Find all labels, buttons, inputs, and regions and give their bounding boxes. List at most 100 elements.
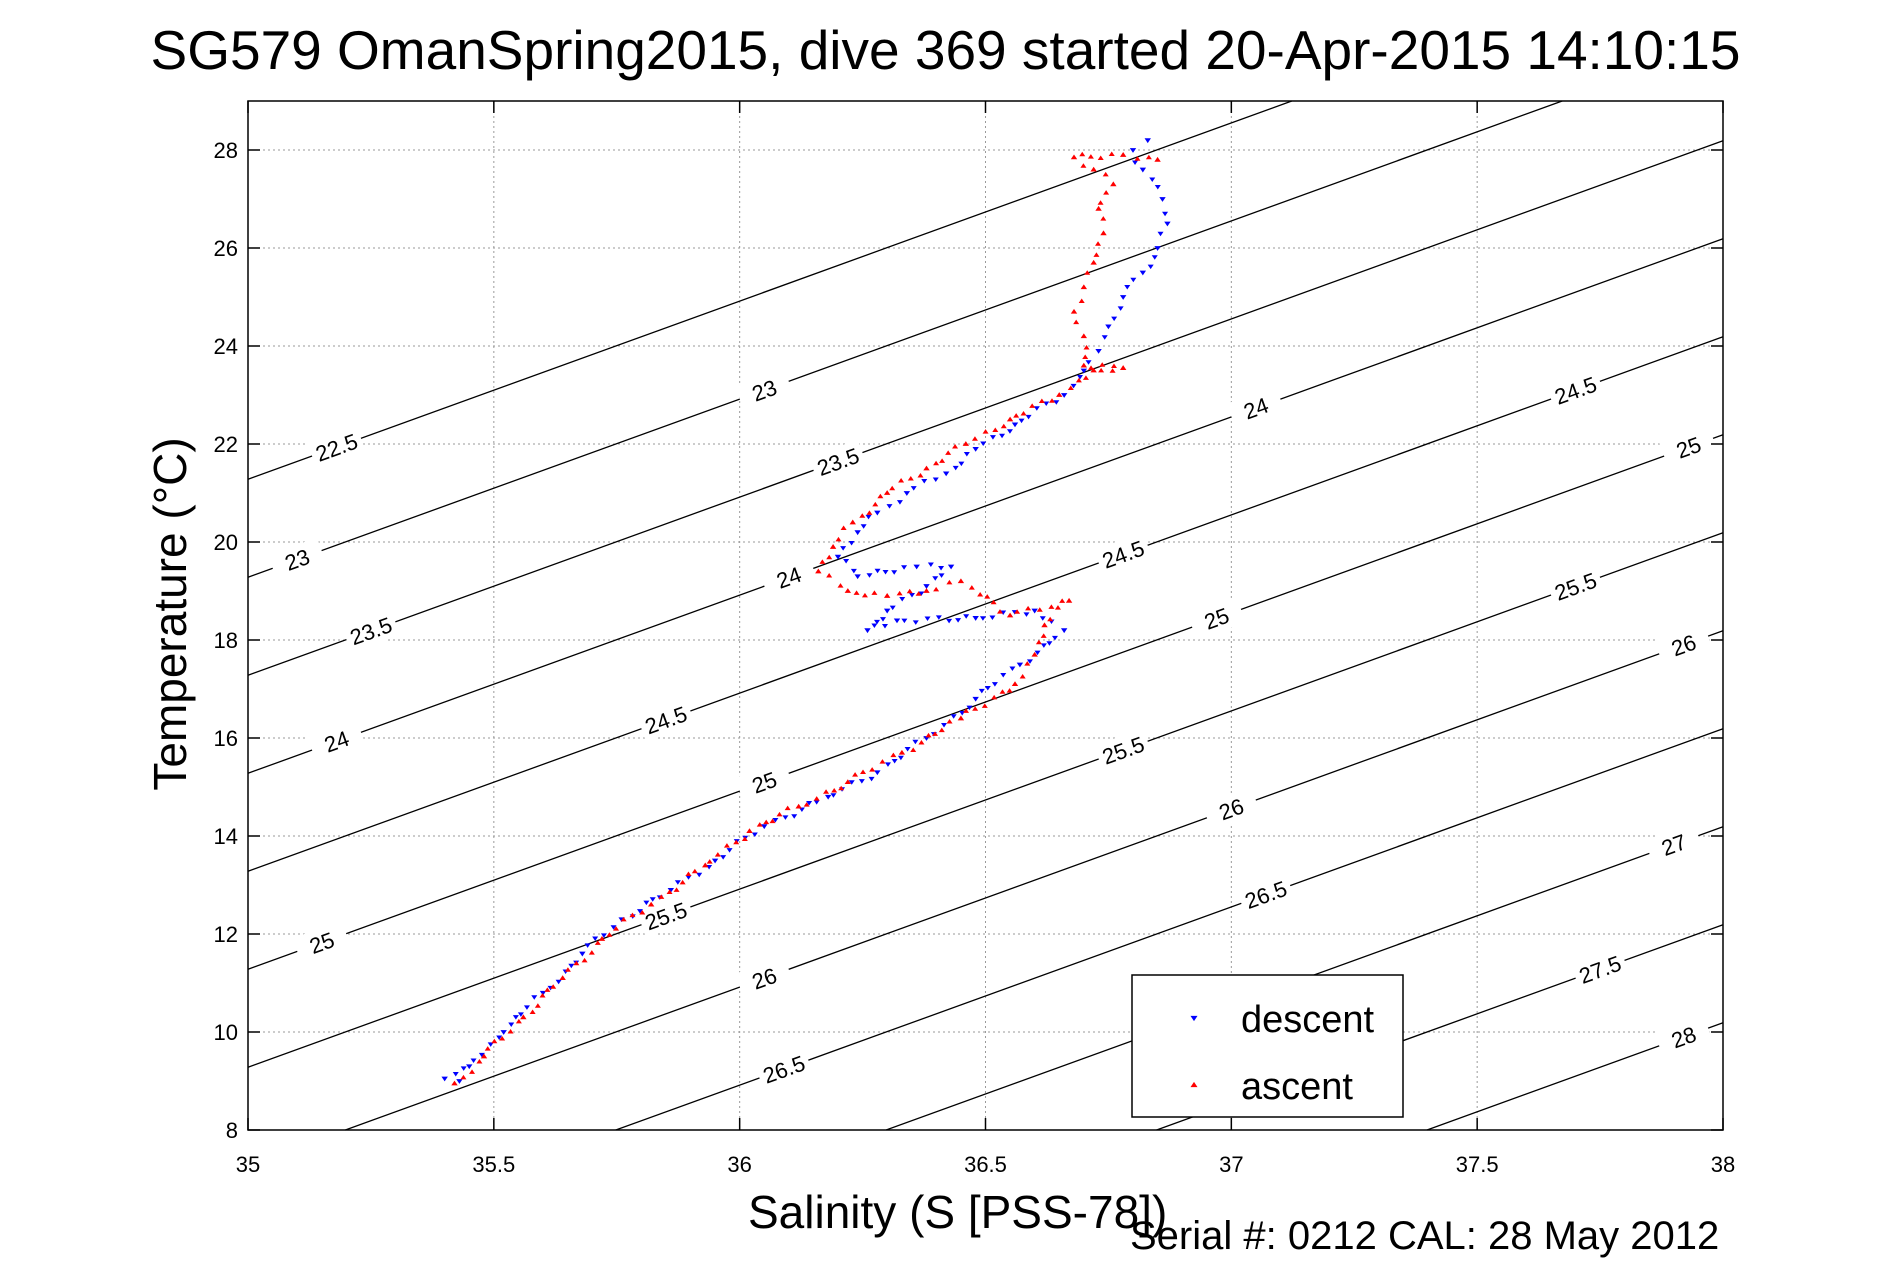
- isopycnal-label-bg: [1226, 385, 1286, 431]
- data-point: [1034, 650, 1041, 656]
- data-point: [889, 485, 896, 491]
- data-point: [723, 843, 730, 848]
- data-point: [1119, 365, 1127, 370]
- data-point: [667, 887, 675, 893]
- data-point: [891, 758, 898, 764]
- data-point: [826, 554, 833, 560]
- isopycnal-label-bg: [1236, 872, 1295, 917]
- legend: descent ascent: [1131, 974, 1404, 1118]
- data-point: [1020, 410, 1027, 416]
- data-point: [487, 1042, 494, 1047]
- chart-title: SG579 OmanSpring2015, dive 369 started 2…: [150, 19, 1741, 81]
- data-point: [849, 519, 856, 525]
- x-tick-label: 37: [1219, 1152, 1243, 1177]
- data-point: [874, 619, 881, 625]
- data-point: [1054, 605, 1061, 610]
- data-point: [972, 616, 979, 621]
- data-point: [1046, 641, 1053, 646]
- data-point: [1024, 661, 1031, 666]
- data-point: [963, 614, 970, 619]
- data-point: [991, 682, 998, 687]
- x-tick-label: 38: [1711, 1152, 1735, 1177]
- data-point: [1053, 400, 1060, 405]
- data-point: [1101, 335, 1108, 340]
- data-point: [912, 739, 919, 745]
- data-point: [544, 987, 551, 992]
- data-point: [972, 696, 979, 702]
- data-point: [844, 779, 852, 785]
- data-point: [904, 746, 911, 752]
- data-point: [761, 824, 768, 830]
- data-point: [901, 565, 908, 570]
- data-point: [915, 591, 922, 596]
- data-point: [1139, 270, 1147, 276]
- data-point: [539, 990, 547, 996]
- data-point: [1070, 383, 1077, 389]
- data-point: [1041, 622, 1048, 628]
- data-point: [874, 770, 881, 776]
- data-point: [452, 1072, 459, 1077]
- data-point: [823, 789, 830, 794]
- data-point: [499, 1035, 506, 1041]
- data-point: [741, 836, 748, 842]
- data-point: [952, 443, 959, 449]
- data-point: [484, 1046, 491, 1051]
- data-point: [835, 536, 842, 542]
- data-point: [871, 590, 878, 595]
- isopycnal-label-bg: [1659, 425, 1718, 470]
- data-point: [938, 566, 945, 571]
- data-point: [923, 465, 930, 471]
- data-point: [1124, 285, 1131, 290]
- data-point: [877, 493, 884, 499]
- data-point: [883, 593, 891, 598]
- data-point: [834, 554, 842, 560]
- data-point: [989, 615, 996, 620]
- data-point: [813, 800, 820, 805]
- data-point: [1019, 674, 1026, 679]
- isopycnal-label-bg: [1093, 532, 1153, 577]
- data-point: [968, 585, 975, 590]
- data-point: [938, 727, 945, 733]
- data-point: [1087, 154, 1094, 159]
- data-point: [1147, 264, 1154, 270]
- axis-ticks: 35 35.5 36 36.5 37 37.5 38 8 10 12 14 16 18 20 22 24 26 2…: [214, 101, 1735, 1177]
- data-point: [1036, 607, 1043, 612]
- data-point: [1082, 354, 1089, 360]
- data-point: [1097, 200, 1104, 205]
- data-point: [478, 1052, 485, 1058]
- data-point: [784, 805, 791, 811]
- data-point: [1090, 166, 1097, 172]
- data-point: [939, 458, 946, 463]
- data-point: [1023, 612, 1030, 617]
- data-point: [1109, 368, 1116, 373]
- data-point: [946, 719, 953, 724]
- data-point: [927, 562, 934, 567]
- data-point: [512, 1015, 519, 1020]
- data-point: [963, 708, 970, 713]
- y-tick-label: 26: [214, 236, 238, 261]
- data-point: [594, 940, 601, 945]
- data-point: [1080, 368, 1088, 374]
- data-point: [647, 901, 655, 907]
- data-point: [1085, 360, 1092, 365]
- data-point: [1040, 633, 1047, 638]
- data-point: [882, 569, 889, 575]
- x-tick-label: 35.5: [472, 1152, 515, 1177]
- data-point: [978, 688, 985, 694]
- data-point: [658, 894, 665, 899]
- data-point: [515, 1018, 522, 1024]
- data-point: [925, 732, 932, 738]
- data-point: [979, 616, 986, 621]
- isopycnal-label-bg: [1644, 822, 1704, 867]
- x-tick-label: 37.5: [1456, 1152, 1499, 1177]
- data-point: [1110, 363, 1117, 369]
- data-point: [865, 514, 872, 520]
- data-point: [896, 500, 903, 505]
- data-point: [963, 452, 970, 457]
- data-point: [441, 1076, 448, 1082]
- data-point: [840, 546, 847, 551]
- data-point: [480, 1053, 488, 1059]
- isopycnal-label-bg: [1187, 596, 1246, 641]
- data-point: [600, 933, 607, 938]
- data-point: [923, 584, 930, 589]
